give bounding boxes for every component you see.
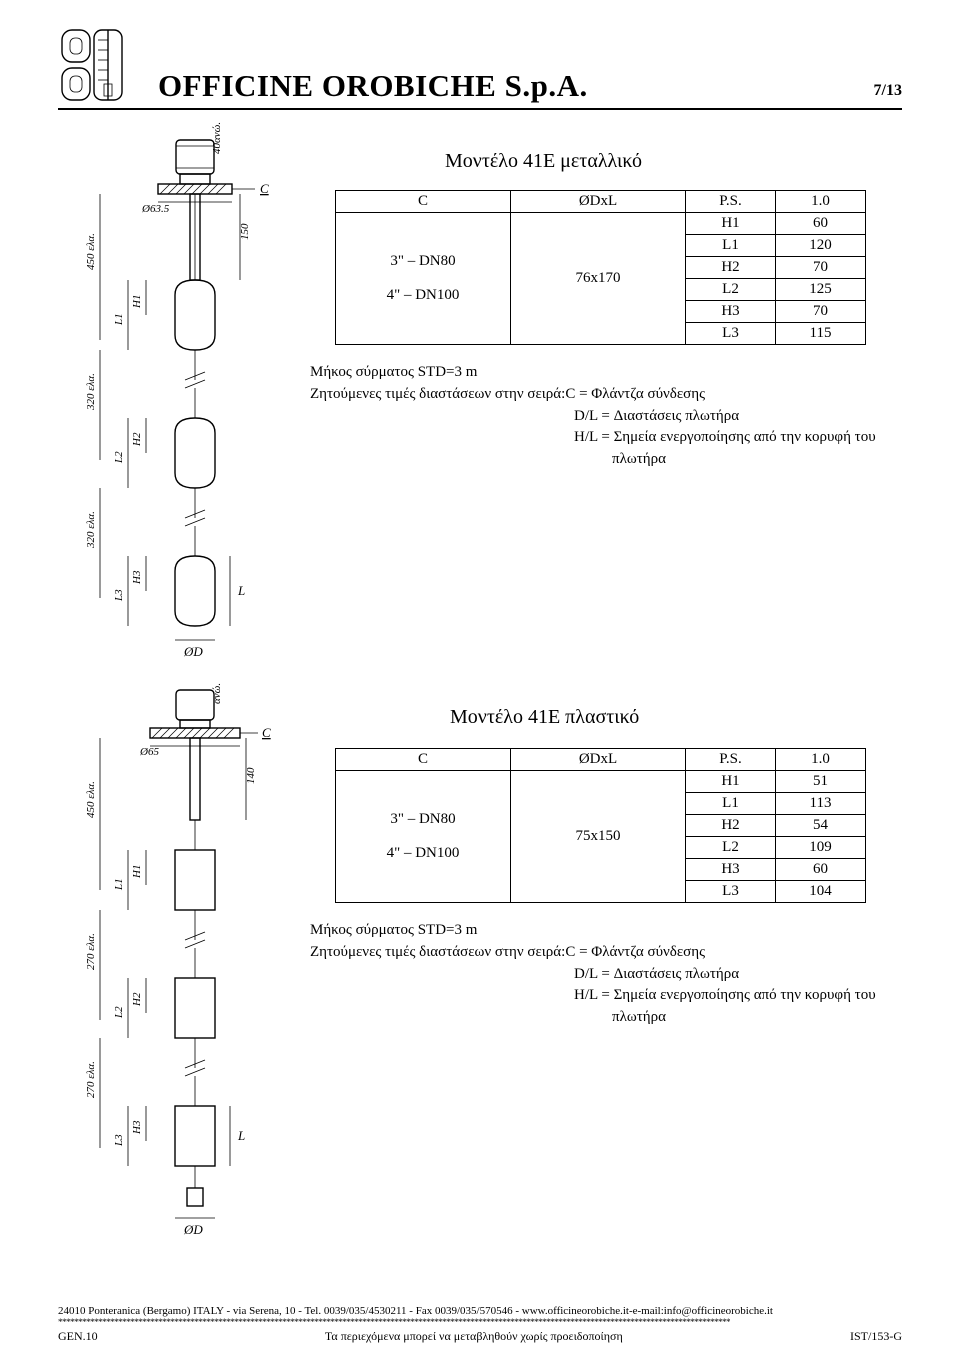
t2-v2: 54 [776,815,866,837]
d2-270a: 270 ελα. [85,933,97,970]
d1-L2: L2 [113,451,125,464]
t1-ps-header: P.S. [686,191,776,213]
t1-c-header: C [336,191,511,213]
n2-l1: Μήκος σύρματος STD=3 m [310,920,890,942]
d2-L: L [237,1128,245,1143]
section1-title: Μοντέλο 41E μεταλλικό [445,150,642,173]
d1-H1: H1 [131,295,143,309]
notes-block-2: Μήκος σύρματος STD=3 m Ζητούμενες τιμές … [310,920,890,1029]
t1-k0: H1 [686,213,776,235]
d1-dia: Ø63.5 [141,203,170,215]
t2-d-cell: 75x150 [511,771,686,903]
footer-right: IST/153-G [850,1329,902,1344]
d2-L2: L2 [113,1006,125,1019]
d2-H3: H3 [131,1120,143,1135]
t2-ps-header: P.S. [686,749,776,771]
t1-k5: L3 [686,323,776,345]
d1-OD: ØD [183,644,203,659]
page-header: OFFICINE OROBICHE S.p.A. 7/13 [58,26,902,110]
d2-140: 140 [245,767,257,784]
d2-topdim: ανώ. [211,683,223,704]
t1-v5: 115 [776,323,866,345]
t1-k2: H2 [686,257,776,279]
d1-H2: H2 [131,432,143,447]
n1-l1: Μήκος σύρματος STD=3 m [310,362,890,384]
t1-k3: L2 [686,279,776,301]
d1-H3: H3 [131,570,143,585]
spec-table-1: C ØDxL P.S. 1.0 3" – DN80 4" – DN100 76x… [335,190,866,345]
t2-k4: H3 [686,859,776,881]
company-name: OFFICINE OROBICHE S.p.A. [158,68,874,104]
page-footer: 24010 Ponteranica (Bergamo) ITALY - via … [58,1305,902,1344]
n2-l4: H/L = Σημεία ενεργοποίησης από την κορυφ… [310,985,890,1007]
t2-v4: 60 [776,859,866,881]
d2-H1: H1 [131,865,143,879]
n1-l3: D/L = Διαστάσεις πλωτήρα [310,406,890,428]
t1-v1: 120 [776,235,866,257]
t1-v4: 70 [776,301,866,323]
n2-l3: D/L = Διαστάσεις πλωτήρα [310,964,890,986]
d2-dia: Ø65 [139,746,159,758]
d1-320a: 320 ελα. [85,373,97,411]
page-number: 7/13 [874,82,902,100]
n1-l2: Ζητούμενες τιμές διαστάσεων στην σειρά:C… [310,384,890,406]
t2-c-header: C [336,749,511,771]
t2-v1: 113 [776,793,866,815]
d1-L3: L3 [113,589,125,602]
footer-left: GEN.10 [58,1329,98,1344]
d1-150: 150 [239,223,251,240]
n2-l2: Ζητούμενες τιμές διαστάσεων στην σειρά:C… [310,942,890,964]
t1-v2: 70 [776,257,866,279]
n1-l4: H/L = Σημεία ενεργοποίησης από την κορυφ… [310,427,890,449]
d2-H2: H2 [131,992,143,1007]
d1-L: L [237,583,245,598]
section2-title: Μοντέλο 41E πλαστικό [450,706,639,729]
d1-C: C [260,181,269,196]
t1-k4: H3 [686,301,776,323]
d2-OD: ØD [183,1222,203,1237]
notes-block-1: Μήκος σύρματος STD=3 m Ζητούμενες τιμές … [310,362,890,471]
t1-k1: L1 [686,235,776,257]
t2-k5: L3 [686,881,776,903]
n2-l5: πλωτήρα [310,1007,890,1029]
footer-center: Τα περιεχόμενα μπορεί να μεταβληθούν χωρ… [325,1329,623,1344]
d1-320b: 320 ελα. [85,511,97,549]
footer-separator: ****************************************… [58,1317,902,1327]
d2-L1: L1 [113,878,125,891]
t1-v3: 125 [776,279,866,301]
d1-L1: L1 [113,313,125,326]
t2-k1: L1 [686,793,776,815]
spec-table-2: C ØDxL P.S. 1.0 3" – DN80 4" – DN100 75x… [335,748,866,903]
n1-l5: πλωτήρα [310,449,890,471]
t2-d-header: ØDxL [511,749,686,771]
t2-k2: H2 [686,815,776,837]
t1-v0: 60 [776,213,866,235]
d2-C: C [262,725,271,740]
t2-v5: 104 [776,881,866,903]
d2-450: 450 ελα. [85,781,97,818]
t2-k3: L2 [686,837,776,859]
t2-k0: H1 [686,771,776,793]
t1-c-cell: 3" – DN80 4" – DN100 [336,213,511,345]
footer-address: 24010 Ponteranica (Bergamo) ITALY - via … [58,1305,902,1317]
t2-c-cell: 3" – DN80 4" – DN100 [336,771,511,903]
t1-ps-value: 1.0 [776,191,866,213]
d2-L3: L3 [113,1134,125,1147]
t2-v0: 51 [776,771,866,793]
technical-drawing-1: Ø63.5 40ανώ. C 150 450 ελα. L1 H1 320 ελ… [80,140,290,660]
d1-topdim: 40ανώ. [211,122,223,154]
t2-v3: 109 [776,837,866,859]
t2-ps-value: 1.0 [776,749,866,771]
d2-270b: 270 ελα. [85,1061,97,1098]
d1-450: 450 ελα. [85,233,97,270]
technical-drawing-2: Ø65 C ανώ. 140 450 ελα. H1 L1 270 ελα. H… [80,690,290,1250]
company-logo-icon [58,26,128,104]
t1-d-header: ØDxL [511,191,686,213]
t1-d-cell: 76x170 [511,213,686,345]
